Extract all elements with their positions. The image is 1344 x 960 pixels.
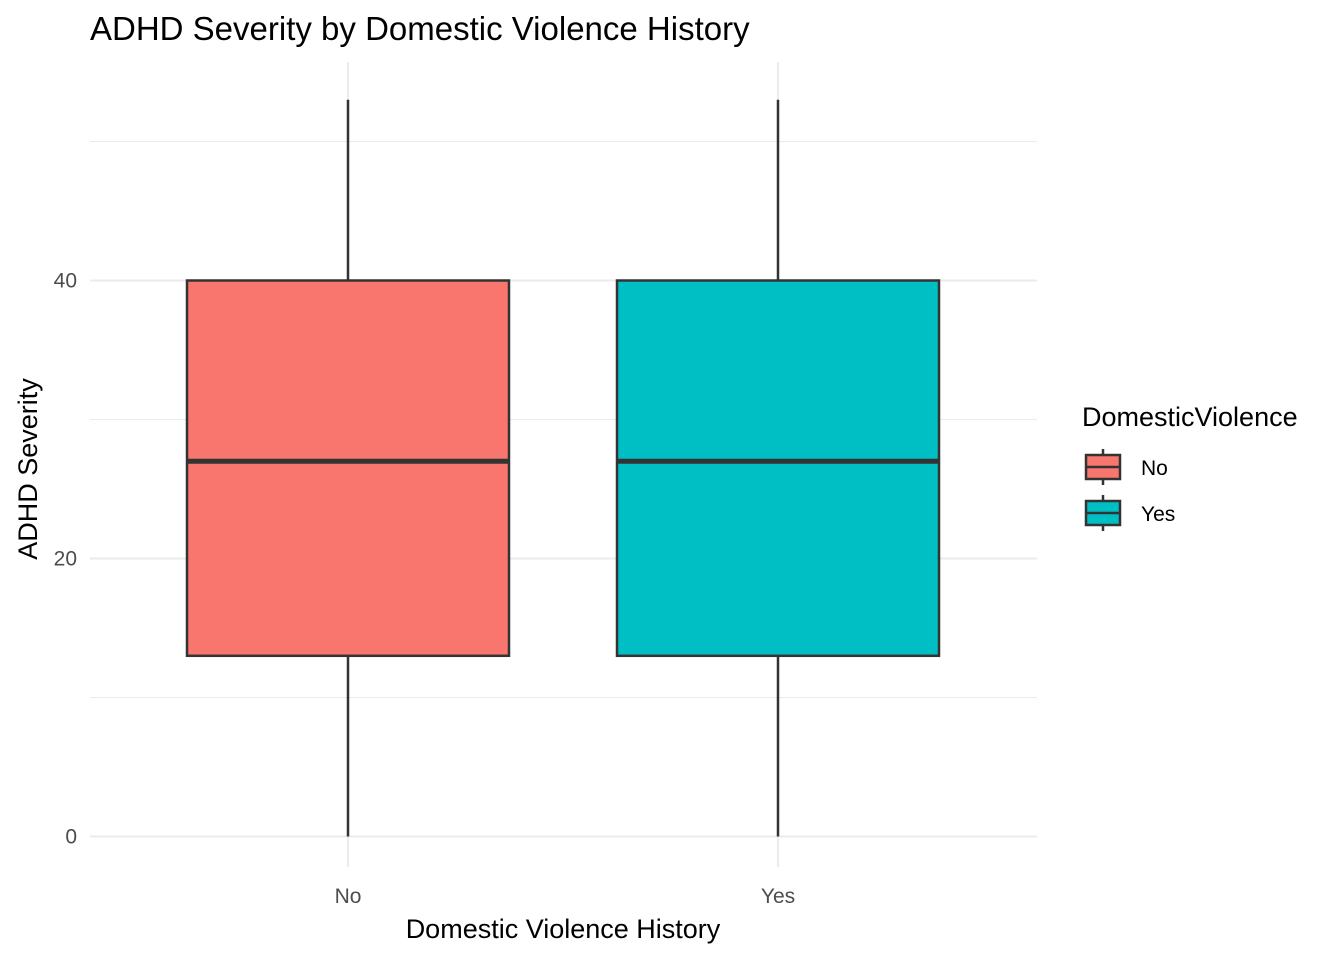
box-no xyxy=(185,99,511,837)
box-yes xyxy=(615,99,941,837)
x-tick-label: Yes xyxy=(761,885,795,908)
y-tick-label: 40 xyxy=(54,270,77,293)
y-tick-label: 20 xyxy=(54,548,77,571)
box-body xyxy=(185,279,511,658)
legend-item-no: No xyxy=(1084,449,1168,485)
y-axis-title: ADHD Severity xyxy=(13,378,43,560)
legend-item-yes: Yes xyxy=(1084,495,1175,531)
box-body xyxy=(615,279,941,658)
chart-title: ADHD Severity by Domestic Violence Histo… xyxy=(90,10,750,47)
x-axis-title: Domestic Violence History xyxy=(406,914,721,944)
legend: DomesticViolence No Yes xyxy=(1082,402,1298,531)
legend-label: No xyxy=(1141,457,1168,480)
y-tick-label: 0 xyxy=(65,826,77,849)
boxes xyxy=(185,99,941,837)
legend-title: DomesticViolence xyxy=(1082,402,1298,432)
y-axis-ticks: 0 20 40 xyxy=(54,270,77,849)
legend-label: Yes xyxy=(1141,503,1175,526)
x-axis-ticks: No Yes xyxy=(335,885,796,908)
x-tick-label: No xyxy=(335,885,362,908)
